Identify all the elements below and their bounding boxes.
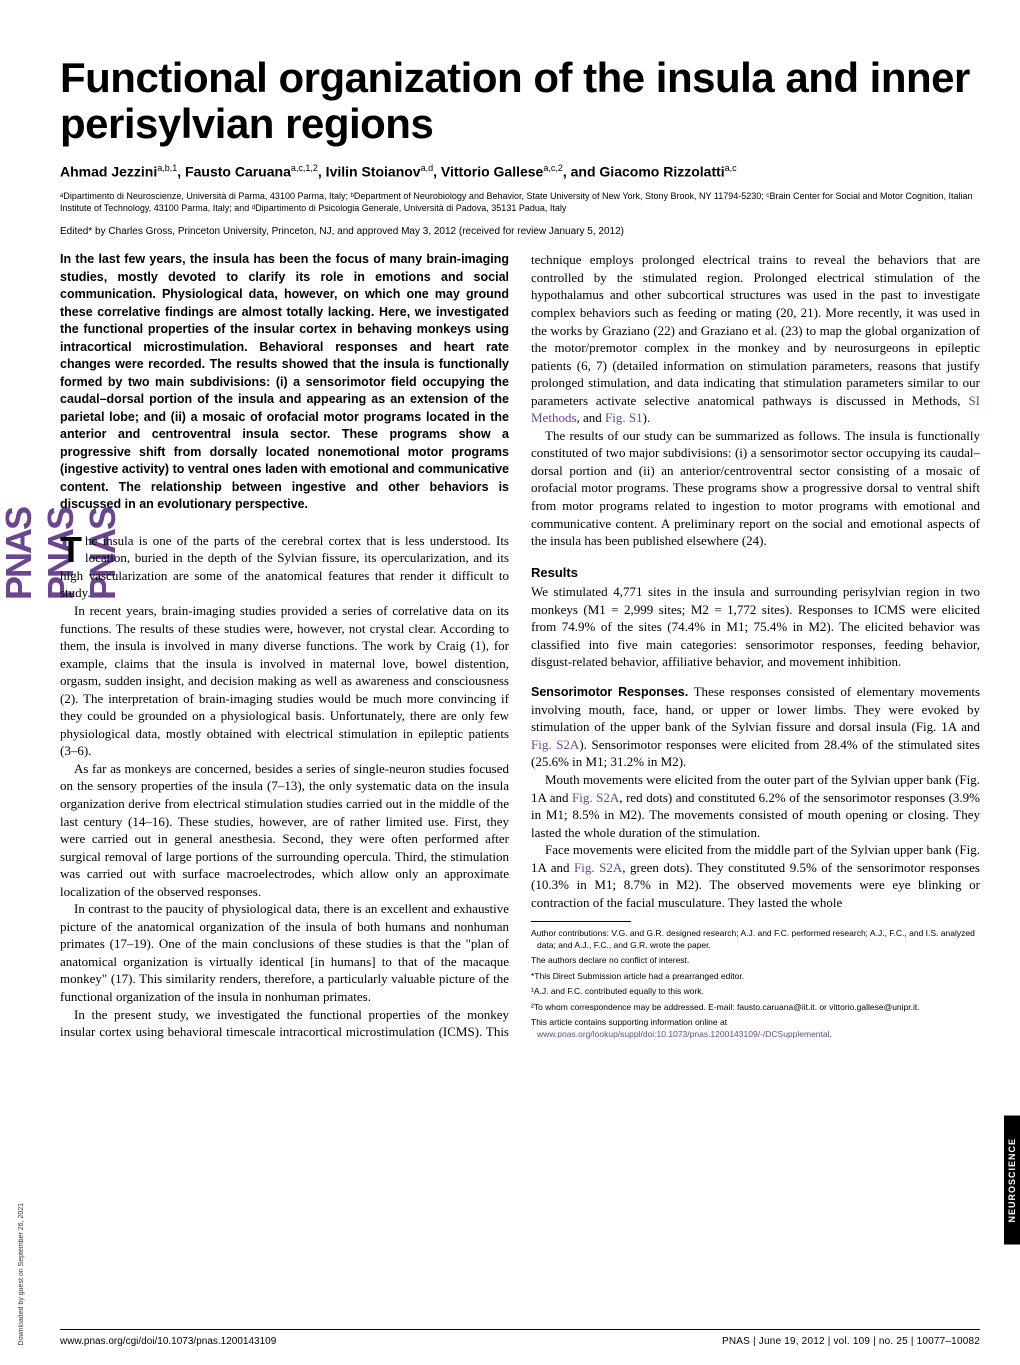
intro-para-1-text: he insula is one of the parts of the cer… [60, 533, 509, 601]
edited-by: Edited* by Charles Gross, Princeton Univ… [60, 226, 980, 237]
intro-para-2: In recent years, brain-imaging studies p… [60, 602, 509, 760]
p5-text-d: ). [643, 410, 651, 425]
footnote-conflict: The authors declare no conflict of inter… [531, 955, 980, 966]
page-footer: www.pnas.org/cgi/doi/10.1073/pnas.120014… [60, 1329, 980, 1347]
p8-text-b: ). Sensorimotor responses were elicited … [531, 737, 980, 770]
footnotes: Author contributions: V.G. and G.R. desi… [531, 928, 980, 1040]
authors-line: Ahmad Jezzinia,b,1, Fausto Caruanaa,c,1,… [60, 163, 980, 180]
page-content: Functional organization of the insula an… [60, 55, 980, 1042]
results-heading: Results [531, 564, 980, 582]
intro-para-6: The results of our study can be summariz… [531, 427, 980, 550]
pnas-sidebar: PNAS PNAS PNAS Downloaded by guest on Se… [0, 0, 30, 1365]
intro-para-3: As far as monkeys are concerned, besides… [60, 760, 509, 900]
dropcap: T [60, 532, 85, 566]
fig-s2a-link-2[interactable]: Fig. S2A [572, 790, 619, 805]
fig-s2a-link-3[interactable]: Fig. S2A [574, 860, 622, 875]
footnote-si-text-b: . [830, 1029, 832, 1039]
footnote-direct-submission: *This Direct Submission article had a pr… [531, 971, 980, 982]
intro-para-1: The insula is one of the parts of the ce… [60, 532, 509, 602]
results-para-1: We stimulated 4,771 sites in the insula … [531, 583, 980, 671]
mouth-para: Mouth movements were elicited from the o… [531, 771, 980, 841]
abstract: In the last few years, the insula has be… [60, 251, 509, 514]
intro-para-4: In contrast to the paucity of physiologi… [60, 900, 509, 1005]
download-note: Downloaded by guest on September 26, 202… [18, 1203, 25, 1345]
face-para: Face movements were elicited from the mi… [531, 841, 980, 911]
fig-s2a-link-1[interactable]: Fig. S2A [531, 737, 579, 752]
sensorimotor-para: Sensorimotor Responses. These responses … [531, 683, 980, 771]
footnote-separator [531, 921, 631, 922]
footnote-si-text-a: This article contains supporting informa… [531, 1017, 727, 1027]
footnote-author-contrib: Author contributions: V.G. and G.R. desi… [531, 928, 980, 951]
footnote-correspondence: ²To whom correspondence may be addressed… [531, 1002, 980, 1013]
two-column-body: In the last few years, the insula has be… [60, 251, 980, 1042]
p5-text-b: hypothalamus and other subcortical struc… [531, 287, 980, 407]
sensorimotor-runin: Sensorimotor Responses. [531, 685, 688, 699]
footer-citation: PNAS | June 19, 2012 | vol. 109 | no. 25… [722, 1336, 980, 1347]
fig-s1-link[interactable]: Fig. S1 [605, 410, 643, 425]
footnote-si: This article contains supporting informa… [531, 1017, 980, 1040]
article-title: Functional organization of the insula an… [60, 55, 980, 147]
p5-text-c: , and [577, 410, 606, 425]
si-url-link[interactable]: www.pnas.org/lookup/suppl/doi:10.1073/pn… [537, 1029, 830, 1039]
footnote-equal-contrib: ¹A.J. and F.C. contributed equally to th… [531, 986, 980, 997]
section-tag-neuroscience: NEUROSCIENCE [1004, 1116, 1020, 1245]
footer-doi: www.pnas.org/cgi/doi/10.1073/pnas.120014… [60, 1336, 276, 1347]
footnotes-block: Author contributions: V.G. and G.R. desi… [531, 921, 980, 1040]
affiliations: ᵃDipartimento di Neuroscienze, Universit… [60, 190, 980, 214]
